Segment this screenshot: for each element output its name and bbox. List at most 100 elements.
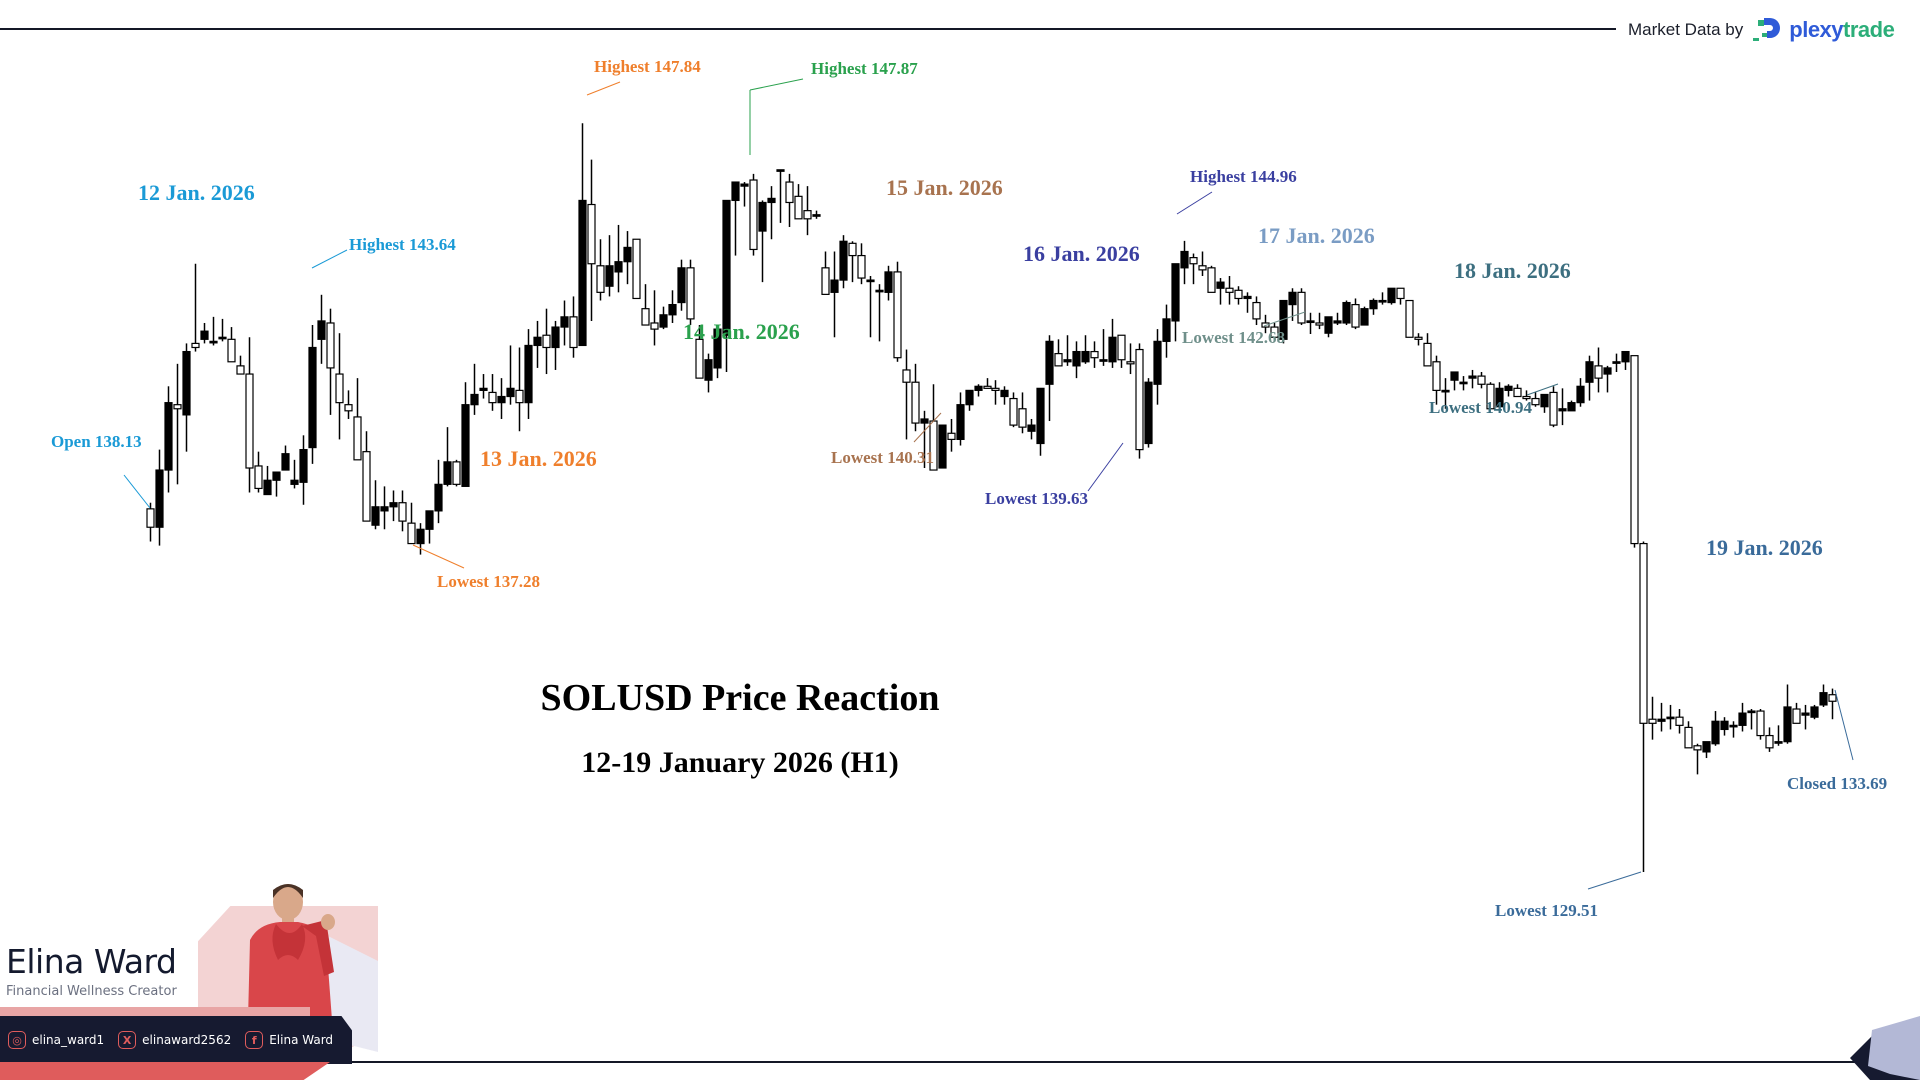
candle: [911, 381, 920, 424]
candle: [1738, 712, 1747, 726]
candle: [749, 179, 758, 251]
candle: [1279, 299, 1288, 340]
candle: [1450, 371, 1459, 381]
day-label-16-jan: 16 Jan. 2026: [1023, 241, 1140, 266]
candle: [497, 395, 506, 404]
day-label-17-jan: 17 Jan. 2026: [1258, 223, 1375, 248]
candle: [227, 338, 236, 363]
candle: [794, 195, 803, 220]
candle: [488, 391, 497, 404]
candle: [884, 271, 893, 293]
candle: [1405, 299, 1414, 338]
social-instagram[interactable]: ◎ elina_ward1: [8, 1031, 104, 1049]
annotation-high-14: Highest 147.87: [811, 59, 918, 78]
candle: [1720, 720, 1729, 731]
candle: [1288, 291, 1297, 306]
candle: [218, 336, 227, 340]
candle: [1135, 348, 1144, 451]
candle: [623, 246, 632, 263]
candle: [1594, 365, 1603, 379]
candle: [389, 502, 398, 508]
candle: [848, 242, 857, 257]
candle: [290, 479, 299, 485]
candle: [1612, 361, 1621, 364]
annotation-low-18: Lowest 140.94: [1429, 398, 1532, 417]
candle: [1477, 375, 1486, 385]
candle: [308, 346, 317, 449]
candle: [1423, 342, 1432, 367]
candle: [1243, 295, 1252, 300]
social-facebook[interactable]: f Elina Ward: [245, 1031, 333, 1049]
candle: [1693, 745, 1702, 751]
creator-name: Elina Ward: [6, 942, 177, 981]
candle: [1756, 710, 1765, 737]
candle: [1558, 408, 1567, 412]
candle: [938, 424, 947, 469]
candle: [1792, 708, 1801, 724]
candle: [569, 316, 578, 349]
candle: [821, 267, 830, 295]
candle: [1666, 716, 1675, 720]
candle: [245, 373, 254, 469]
candle: [1333, 320, 1342, 324]
candle: [983, 385, 992, 389]
annotation-low-13: Lowest 137.28: [437, 572, 540, 591]
candle: [686, 267, 695, 320]
candle: [1495, 387, 1504, 408]
candle: [1126, 361, 1135, 365]
candle: [965, 389, 974, 406]
candle: [1072, 350, 1081, 367]
candle: [614, 261, 623, 273]
candle: [641, 308, 650, 326]
candle: [272, 471, 281, 481]
plexytrade-logo-icon: [1753, 18, 1781, 41]
candle: [1711, 720, 1720, 745]
candle: [362, 451, 371, 522]
candle: [254, 465, 263, 490]
instagram-handle: elina_ward1: [32, 1033, 105, 1047]
candle: [263, 479, 272, 496]
candle: [1144, 381, 1153, 445]
candle: [1729, 724, 1738, 728]
candle: [1090, 350, 1099, 359]
candle: [146, 508, 155, 528]
candle: [1360, 308, 1369, 326]
candle: [1549, 391, 1558, 426]
candle: [380, 506, 389, 512]
candle: [1684, 726, 1693, 749]
candle: [668, 303, 677, 316]
candle: [1324, 316, 1333, 334]
candle: [1351, 303, 1360, 328]
candle: [740, 183, 749, 187]
candle: [416, 528, 425, 545]
candle: [1432, 361, 1441, 391]
candle: [866, 279, 875, 283]
creator-profile-card: Elina Ward Financial Wellness Creator ◎ …: [0, 870, 380, 1080]
candle: [1630, 355, 1639, 545]
credit-text: Market Data by: [1628, 20, 1744, 39]
social-x[interactable]: X elinaward2562: [118, 1031, 231, 1049]
candle: [1675, 716, 1684, 726]
day-label-12-jan: 12 Jan. 2026: [138, 180, 255, 205]
candle: [1603, 367, 1612, 375]
day-label-14-jan: 14 Jan. 2026: [683, 319, 800, 344]
candle: [1765, 734, 1774, 749]
candle: [1702, 741, 1711, 753]
candle: [1018, 408, 1027, 428]
candle: [767, 197, 776, 204]
candle: [398, 502, 407, 522]
annotation-low-16: Lowest 139.63: [985, 489, 1088, 508]
candle: [443, 461, 452, 485]
candle: [551, 326, 560, 349]
candle: [803, 210, 812, 220]
candle: [515, 389, 524, 404]
instagram-icon: ◎: [8, 1031, 26, 1049]
candle: [1585, 361, 1594, 383]
candle: [1063, 359, 1072, 363]
candle: [1783, 706, 1792, 743]
candle: [200, 330, 209, 340]
x-handle: elinaward2562: [142, 1033, 232, 1047]
candle: [1657, 718, 1666, 722]
candle: [1270, 326, 1279, 338]
